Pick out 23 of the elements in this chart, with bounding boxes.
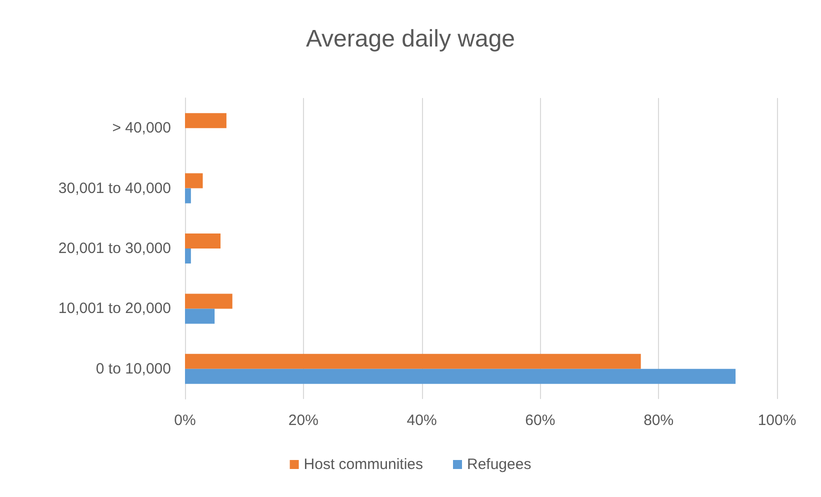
- y-tick-label: 30,001 to 40,000: [58, 180, 171, 197]
- x-tick-label: 40%: [406, 412, 437, 429]
- y-tick-label: 20,001 to 30,000: [58, 240, 171, 257]
- x-tick-label: 100%: [758, 412, 796, 429]
- y-tick-label: 0 to 10,000: [96, 360, 171, 378]
- y-tick-label: 10,001 to 20,000: [58, 300, 171, 318]
- bar: [185, 248, 191, 264]
- x-tick-label: 80%: [644, 412, 674, 429]
- legend-label: Refugees: [466, 456, 532, 473]
- bar: [185, 354, 641, 369]
- x-tick-label: 20%: [288, 412, 318, 429]
- x-tick-label: 0%: [174, 412, 196, 429]
- x-tick-label: 60%: [525, 412, 556, 429]
- bar: [185, 113, 226, 128]
- chart-title: Average daily wage: [306, 26, 516, 52]
- y-tick-label: > 40,000: [112, 120, 171, 137]
- bar: [185, 188, 191, 204]
- bar: [185, 368, 736, 384]
- bar: [185, 294, 232, 309]
- bar: [185, 234, 221, 248]
- legend-label: Host communities: [304, 456, 423, 473]
- bar: [185, 308, 215, 324]
- bar: [185, 173, 203, 188]
